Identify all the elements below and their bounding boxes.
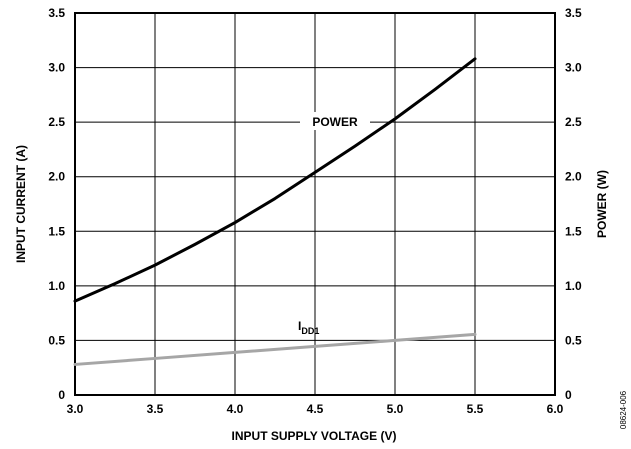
y2-tick-label: 0	[565, 388, 572, 402]
x-tick-label: 3.5	[147, 402, 164, 416]
y2-tick-label: 3.0	[565, 61, 582, 75]
y2-tick-label: 3.5	[565, 6, 582, 20]
y-tick-label: 2.0	[48, 170, 65, 184]
power-annotation: POWER	[312, 115, 358, 129]
x-tick-label: 4.5	[307, 402, 324, 416]
tick-labels: 3.0 3.5 4.0 4.5 5.0 5.5 6.000.51.01.52.02.53.0…	[48, 6, 582, 416]
y2-axis-title: POWER (W)	[595, 170, 609, 238]
idd1-series-line	[73, 332, 477, 366]
y-axis-title: INPUT CURRENT (A)	[14, 145, 28, 263]
y2-tick-label: 1.5	[565, 224, 582, 238]
idd1-annotation: IDD1	[298, 319, 319, 336]
x-tick-label: 5.5	[467, 402, 484, 416]
y2-tick-label: 2.5	[565, 115, 582, 129]
x-tick-label: 3.0	[67, 402, 84, 416]
y-tick-label: 1.5	[48, 224, 65, 238]
power-series-line	[73, 57, 477, 303]
y-tick-label: 3.0	[48, 61, 65, 75]
y-tick-label: 3.5	[48, 6, 65, 20]
y-tick-label: 1.0	[48, 279, 65, 293]
y2-tick-label: 2.0	[565, 170, 582, 184]
power-annotation-bg	[300, 112, 370, 130]
figure-id: 08624-006	[619, 390, 628, 429]
plot-border	[74, 12, 556, 396]
y2-tick-label: 1.0	[565, 279, 582, 293]
x-tick-label: 4.0	[227, 402, 244, 416]
y-tick-label: 0.5	[48, 333, 65, 347]
idd1-annotation-sub: DD1	[301, 326, 319, 336]
y2-tick-label: 0.5	[565, 333, 582, 347]
y-tick-label: 0	[58, 388, 65, 402]
x-axis-title: INPUT SUPPLY VOLTAGE (V)	[232, 429, 397, 443]
idd1-annotation-main: I	[298, 319, 301, 333]
x-tick-label: 5.0	[387, 402, 404, 416]
plot-frame	[74, 12, 556, 396]
grid	[74, 12, 556, 396]
annotations: POWER IDD1	[298, 112, 370, 336]
series-group	[73, 57, 477, 366]
y-tick-label: 2.5	[48, 115, 65, 129]
x-tick-label: 6.0	[547, 402, 564, 416]
